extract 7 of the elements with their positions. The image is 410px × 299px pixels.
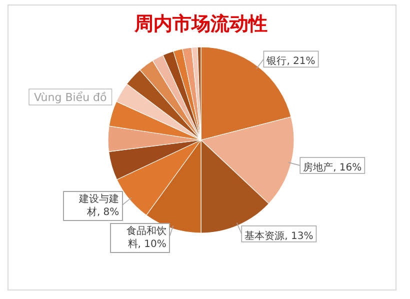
- slice-label: 房地产, 16%: [303, 161, 362, 174]
- slice-label: 建设与建材, 8%: [62, 190, 124, 221]
- slice-label: 基本资源, 13%: [244, 230, 314, 242]
- slice-label: 银行, 21%: [266, 56, 316, 68]
- slice-label: 食品和饮料, 10%: [110, 222, 170, 253]
- chart-title: 周内市场流动性: [134, 13, 268, 35]
- text: Vùng Biểu đồ: [34, 91, 108, 104]
